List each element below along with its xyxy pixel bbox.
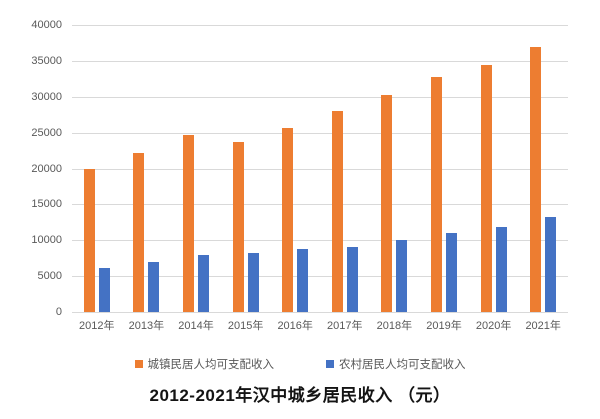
y-tick-label: 10000 xyxy=(31,234,62,247)
bar-rural-income xyxy=(446,233,457,312)
y-tick-label: 40000 xyxy=(31,19,62,31)
bar-urban-income xyxy=(83,169,95,312)
y-tick-label: 5000 xyxy=(37,270,62,283)
legend-swatch-icon xyxy=(134,360,143,368)
y-tick-label: 15000 xyxy=(31,198,62,211)
gridline xyxy=(72,168,568,170)
y-tick-label: 25000 xyxy=(31,126,62,139)
x-tick-label: 2021年 xyxy=(525,320,561,332)
gridline xyxy=(72,240,568,242)
gridline xyxy=(72,96,568,98)
y-tick-label: 35000 xyxy=(31,54,62,67)
gridline xyxy=(72,276,568,278)
legend-swatch-icon xyxy=(326,360,334,368)
x-tick-label: 2012年 xyxy=(79,320,115,332)
x-tick-label: 2013年 xyxy=(128,320,165,332)
bar-rural-income xyxy=(545,217,557,312)
bar-rural-income xyxy=(148,261,160,312)
bar-urban-income xyxy=(183,135,194,312)
legend: 城镇民居人均可支配收入 农村居民人均可支配收入 xyxy=(0,356,600,372)
legend-item-urban: 城镇民居人均可支配收入 xyxy=(134,356,275,372)
bar-urban-income xyxy=(530,46,542,312)
x-tick-label: 2020年 xyxy=(475,320,512,332)
bar-urban-income xyxy=(381,95,393,312)
gridline xyxy=(72,312,568,313)
x-tick-label: 2017年 xyxy=(327,320,363,332)
gridline xyxy=(72,132,568,134)
bar-rural-income xyxy=(98,268,110,312)
bar-rural-income xyxy=(346,247,358,312)
x-tick-label: 2014年 xyxy=(178,320,214,332)
x-tick-label: 2016年 xyxy=(277,320,313,332)
bar-rural-income xyxy=(297,248,309,312)
gridline xyxy=(72,60,568,62)
bar-rural-income xyxy=(396,240,408,312)
gridline xyxy=(72,204,568,206)
legend-item-rural: 农村居民人均可支配收入 xyxy=(326,356,466,372)
bar-rural-income xyxy=(495,227,507,312)
bar-rural-income xyxy=(198,255,209,312)
bar-urban-income xyxy=(480,65,492,312)
y-tick-label: 20000 xyxy=(31,162,62,175)
bar-urban-income xyxy=(431,76,442,312)
x-tick-label: 2019年 xyxy=(426,320,462,332)
bar-urban-income xyxy=(331,111,343,312)
x-tick-label: 2015年 xyxy=(227,320,264,332)
legend-label: 城镇民居人均可支配收入 xyxy=(147,359,275,371)
gridline xyxy=(72,25,568,26)
bar-rural-income xyxy=(247,253,259,312)
bar-urban-income xyxy=(232,141,244,312)
bar-urban-income xyxy=(133,153,145,312)
y-tick-label: 30000 xyxy=(31,90,62,103)
legend-label: 农村居民人均可支配收入 xyxy=(339,359,466,371)
bar-urban-income xyxy=(282,127,294,312)
x-tick-label: 2018年 xyxy=(376,320,413,332)
chart-title: 2012-2021年汉中城乡居民收入 （元） xyxy=(149,386,451,405)
y-tick-label: 0 xyxy=(55,306,62,318)
